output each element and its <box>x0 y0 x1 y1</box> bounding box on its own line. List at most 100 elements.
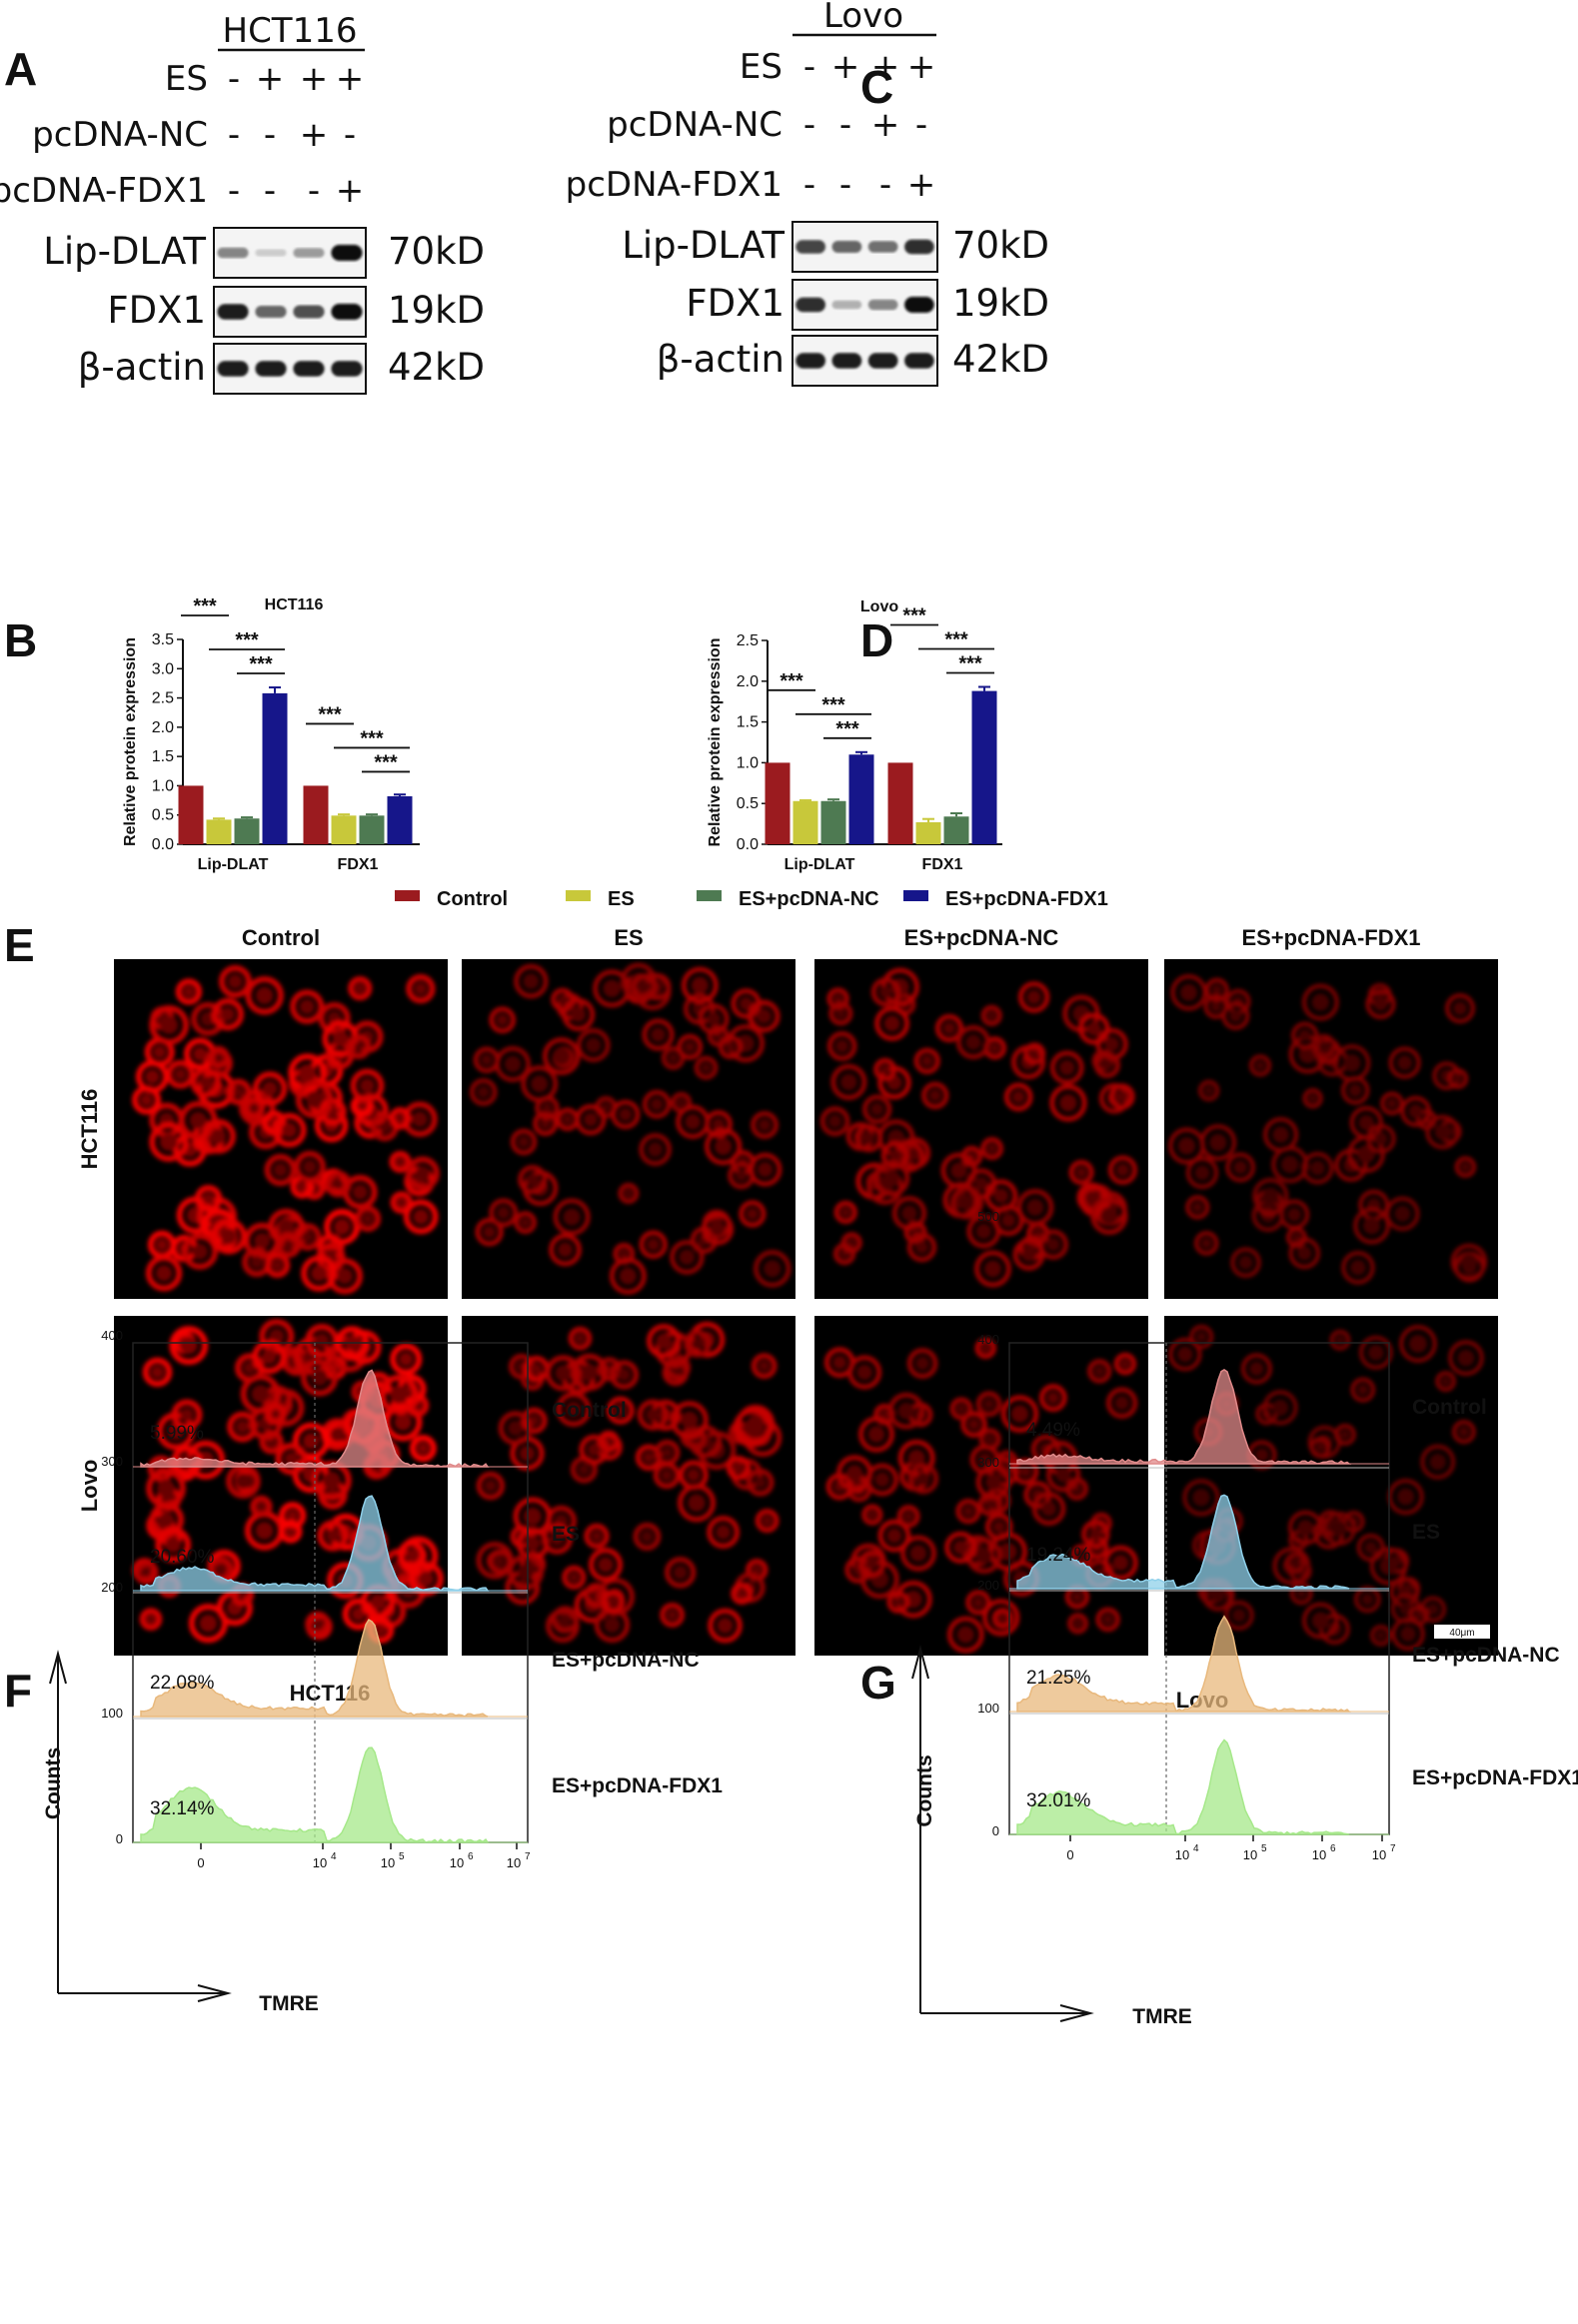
blot-row-label: β-actin <box>657 338 785 381</box>
histogram <box>140 1619 489 1718</box>
y-tick-label: 3.5 <box>152 631 174 648</box>
blot-band <box>255 361 287 377</box>
stained-cell <box>1225 1152 1255 1183</box>
stained-cell <box>1189 1325 1214 1349</box>
treatment-sign: + <box>336 59 365 99</box>
stained-cell <box>946 1616 984 1654</box>
cell-interior <box>861 1131 875 1145</box>
histogram <box>1016 1739 1350 1835</box>
cell-interior <box>715 1524 732 1541</box>
cell-interior <box>984 1434 995 1445</box>
molecular-weight-label: 42kD <box>388 346 485 389</box>
stained-cell <box>181 1233 219 1270</box>
stained-cell <box>553 1198 591 1236</box>
confocal-image <box>1164 1316 1498 1656</box>
cell-interior <box>888 1148 901 1162</box>
cell-interior <box>656 1333 673 1350</box>
histogram <box>1016 1369 1352 1465</box>
cell-interior <box>285 1527 296 1537</box>
cell-interior <box>526 1172 540 1187</box>
cell-interior <box>617 1368 632 1382</box>
cell-interior <box>603 979 622 998</box>
stained-cell <box>642 1090 672 1119</box>
cell-interior <box>237 1590 248 1600</box>
cell-interior <box>754 1476 767 1489</box>
y-tick-label: 300 <box>101 1454 123 1469</box>
sample-label: ES+pcDNA-FDX1 <box>1412 1766 1578 1789</box>
blot-band <box>904 239 934 255</box>
cell-interior <box>1254 1448 1269 1463</box>
stained-cell <box>665 1354 692 1381</box>
cell-interior <box>1311 993 1330 1012</box>
cell-interior <box>717 1617 734 1635</box>
stained-cell <box>243 1097 266 1120</box>
stained-cell <box>1350 1377 1376 1403</box>
stained-cell <box>1341 1251 1375 1285</box>
y-tick-label: 0.0 <box>152 836 174 853</box>
cell-interior <box>834 1039 849 1053</box>
cell-interior <box>914 1240 929 1255</box>
stained-cell <box>259 1318 295 1355</box>
confocal-column-header: ES+pcDNA-FDX1 <box>1241 925 1420 950</box>
stained-cell <box>897 1439 935 1477</box>
y-tick-label: 1.5 <box>152 748 174 765</box>
stained-cell <box>201 1208 237 1244</box>
stained-cell <box>1031 1492 1066 1526</box>
x-tick-exponent: 5 <box>1261 1843 1267 1854</box>
stained-cell <box>1241 1353 1272 1385</box>
cell-interior <box>993 1188 1009 1204</box>
x-tick-label: 10 <box>1175 1847 1189 1862</box>
stained-cell <box>489 1198 519 1228</box>
stained-cell <box>670 1401 709 1440</box>
stained-cell <box>677 1034 704 1060</box>
blot-band <box>795 297 825 313</box>
cell-interior <box>1032 1228 1043 1239</box>
treatment-sign: - <box>228 115 240 155</box>
stained-cell <box>975 1464 1011 1500</box>
cell-interior <box>867 1510 877 1520</box>
cell-interior <box>414 982 428 996</box>
x-tick-label: 0 <box>1066 1847 1073 1862</box>
legend-swatch <box>903 890 928 901</box>
cell-interior <box>271 1409 281 1419</box>
cell-interior <box>413 1208 430 1225</box>
blot-band <box>293 305 325 319</box>
significance-stars: *** <box>944 629 968 651</box>
stained-cell <box>1093 1051 1120 1078</box>
stained-cell <box>288 1053 327 1093</box>
cell-interior <box>397 1198 407 1208</box>
sample-label: ES+pcDNA-FDX1 <box>552 1774 723 1797</box>
x-tick-exponent: 4 <box>331 1851 337 1862</box>
cell-interior <box>827 1114 842 1129</box>
cell-interior <box>1191 1201 1203 1213</box>
cell-interior <box>835 1008 846 1019</box>
y-tick-label: 400 <box>101 1328 123 1343</box>
stained-cell <box>611 1099 641 1130</box>
molecular-weight-label: 19kD <box>388 289 485 332</box>
stained-cell <box>562 1565 587 1590</box>
cell-interior <box>879 1410 889 1420</box>
stained-cell <box>982 1599 1020 1637</box>
stained-cell <box>1248 1054 1272 1077</box>
cell-interior <box>955 1403 966 1414</box>
stained-cell <box>508 1554 545 1591</box>
stained-cell <box>1309 1437 1331 1459</box>
cell-interior <box>1000 1213 1016 1228</box>
bar <box>848 754 874 844</box>
stained-cell <box>1286 1227 1307 1248</box>
stained-cell <box>1204 977 1229 1002</box>
stained-cell <box>830 1063 867 1100</box>
cell-interior <box>523 1507 543 1526</box>
cell-interior <box>1452 1001 1468 1016</box>
stained-cell <box>1016 1188 1054 1226</box>
cell-interior <box>900 1205 918 1222</box>
cell-interior <box>1046 1391 1060 1405</box>
cell-interior <box>355 983 366 994</box>
cell-interior <box>352 1184 369 1200</box>
stained-cell <box>637 1399 669 1431</box>
cell-interior <box>897 1402 915 1420</box>
stained-cell <box>275 1232 302 1258</box>
stained-cell <box>755 1509 780 1533</box>
treatment-sign: + <box>300 115 329 155</box>
cell-interior <box>1084 1190 1099 1205</box>
